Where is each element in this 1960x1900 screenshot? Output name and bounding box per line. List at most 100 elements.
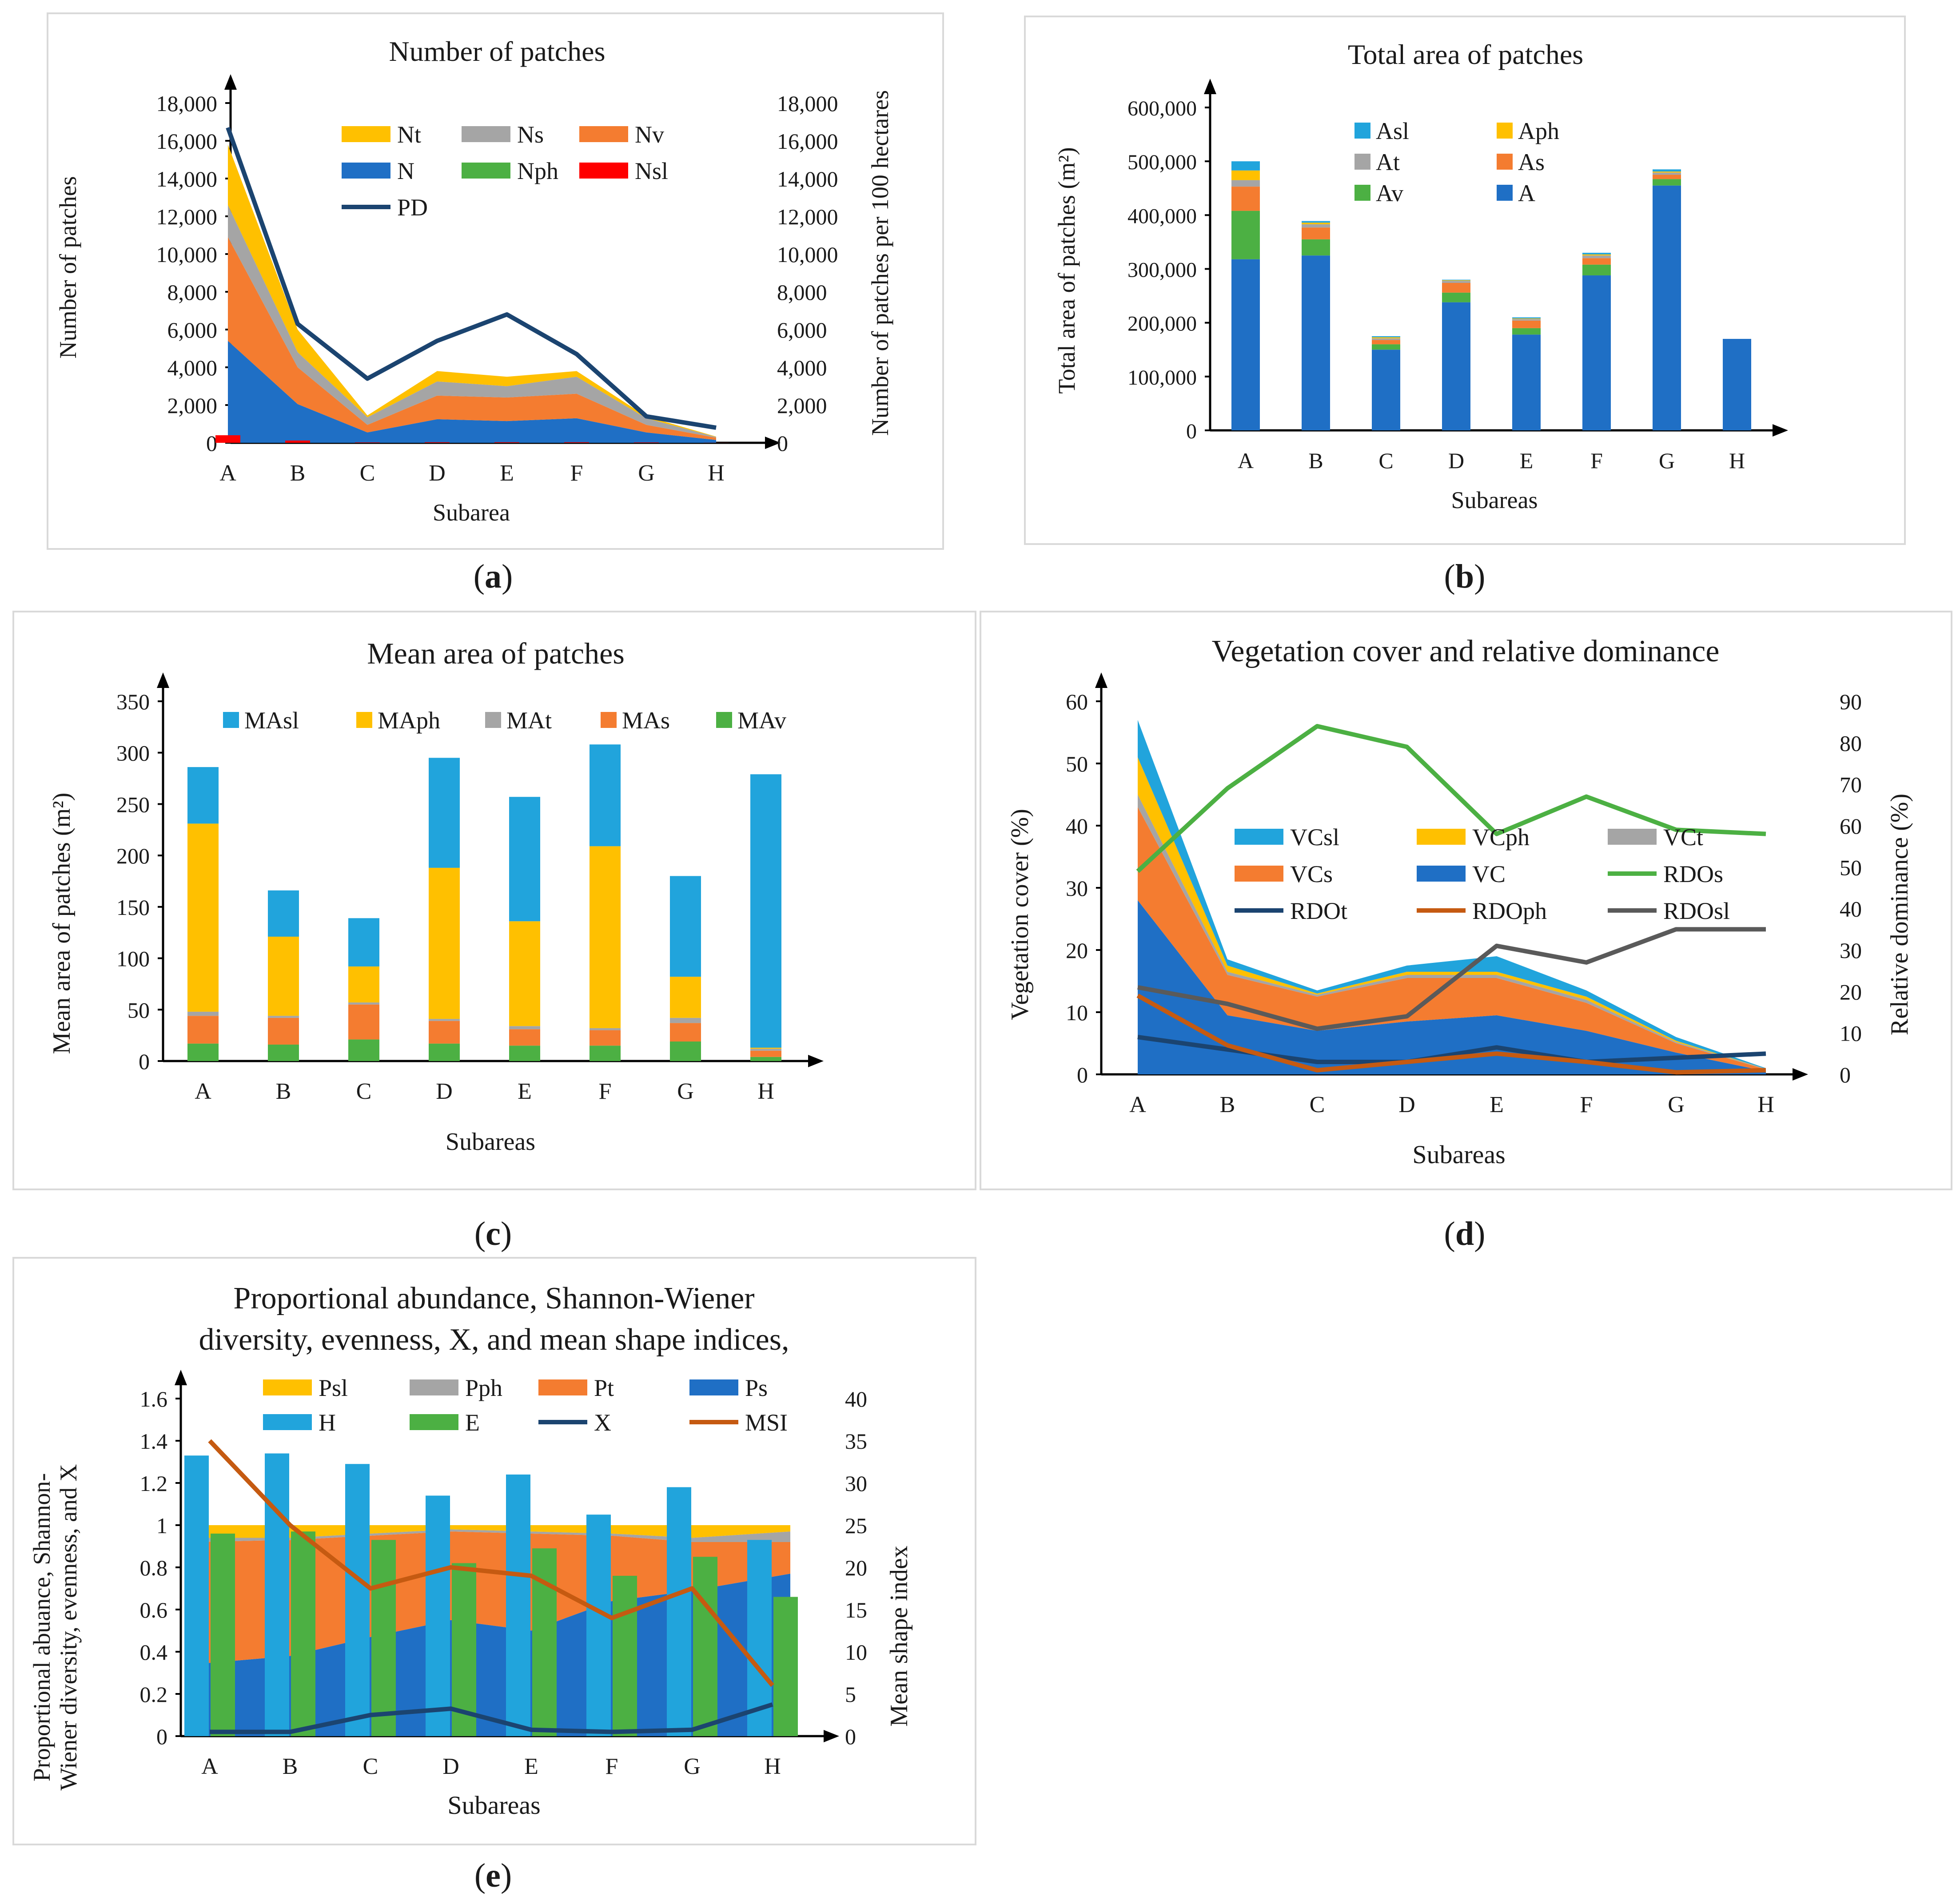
chart-a-legend-label: Nv — [635, 121, 664, 148]
chart-b-plot: 0 100,000 200,000 300,000 400,000 500,000 600,… — [1127, 79, 1788, 473]
chart-e-bar-e — [211, 1534, 235, 1736]
chart-c-bar-masl — [750, 774, 781, 1048]
chart-a-ytick-label: 8,000 — [167, 280, 218, 305]
chart-e-bar-h — [747, 1540, 772, 1736]
chart-a-legend-label: Nsl — [635, 158, 668, 184]
chart-c-bar-mat — [187, 1011, 219, 1016]
chart-c-ytick-label: 50 — [127, 998, 150, 1022]
chart-b-bar-as — [1442, 283, 1470, 293]
chart-a-ytick-label: 14,000 — [156, 167, 218, 191]
chart-d-y2tick-label: 30 — [1840, 938, 1862, 963]
chart-e-area-pph — [192, 1529, 790, 1542]
chart-e: Proportional abundance, Shannon-Wiener d… — [28, 1281, 913, 1820]
chart-c-y-axis-arrow — [157, 672, 169, 688]
chart-b-bar-av — [1302, 239, 1330, 256]
chart-a-area-nt — [228, 144, 716, 437]
chart-d-y2tick-label: 40 — [1840, 897, 1862, 922]
chart-b-ylabel: Total area of patches (m²) — [1053, 147, 1080, 394]
chart-d-xtick-label: D — [1398, 1092, 1415, 1117]
chart-e-bar-e — [613, 1576, 637, 1736]
chart-d-ytick-label: 20 — [1066, 938, 1088, 963]
chart-c-bar-maph — [670, 977, 701, 1018]
chart-e-legend-swatch — [689, 1379, 738, 1395]
chart-d-legend-label: RDOph — [1472, 898, 1547, 924]
chart-a-ytick-label: 0 — [206, 431, 217, 456]
chart-e-area-ps — [192, 1574, 790, 1736]
chart-e-legend-label: MSI — [745, 1409, 788, 1436]
chart-b-bar-av — [1582, 264, 1611, 276]
chart-a-x-axis-arrow — [765, 437, 781, 449]
chart-a-xtick-label: A — [219, 461, 236, 486]
chart-a-bar-nsl — [215, 435, 240, 443]
chart-e-legend-swatch — [263, 1414, 312, 1430]
chart-e-legend-label: H — [319, 1409, 336, 1436]
chart-c-bar-mat — [429, 1019, 460, 1021]
chart-b-xlabel: Subareas — [1451, 487, 1538, 513]
chart-c-ytick-label: 200 — [116, 843, 150, 868]
caption-d: (d) — [1444, 1215, 1486, 1252]
chart-a-y2tick-label: 12,000 — [777, 204, 838, 229]
chart-e-y2tick-label: 10 — [845, 1640, 867, 1665]
chart-e-xtick-label: G — [684, 1754, 701, 1779]
chart-e-legend-label: Psl — [319, 1375, 348, 1401]
chart-b-legend-label: A — [1518, 180, 1535, 207]
chart-a-bar-nsl — [634, 442, 659, 443]
chart-c-xtick-label: A — [195, 1079, 211, 1104]
chart-a-ylabel: Number of patches — [55, 176, 81, 359]
chart-a-bar-nsl — [494, 442, 519, 443]
chart-e-xtick-label: A — [201, 1754, 218, 1779]
chart-e-bar-h — [426, 1495, 450, 1736]
chart-e-plot: 0 0.2 0.4 0.6 0.8 1 1.2 1.4 1.6 0 5 10 15 20 25 30 35 40 A… — [140, 1370, 867, 1779]
chart-c-bar-masl — [670, 876, 701, 977]
chart-b-bar-aph — [1653, 171, 1681, 173]
chart-c-x-axis-arrow — [808, 1055, 824, 1067]
chart-b-legend-swatch — [1354, 123, 1370, 139]
chart-b-legend-label: Aph — [1518, 118, 1559, 144]
chart-d-ytick-label: 60 — [1066, 689, 1088, 714]
chart-a-ytick-label: 6,000 — [167, 318, 218, 342]
chart-b-ytick-label: 100,000 — [1127, 366, 1197, 390]
panel-c: Mean area of patches Mean area of patche… — [12, 611, 976, 1190]
chart-b-bar-a — [1653, 185, 1681, 431]
chart-c-bar-mas — [187, 1016, 219, 1044]
chart-b-xtick-label: B — [1308, 448, 1323, 473]
chart-c-legend-label: MAsl — [244, 707, 299, 734]
chart-a-y2tick-label: 10,000 — [777, 242, 838, 267]
chart-a-area-ns — [228, 205, 716, 438]
chart-e-bar-h — [265, 1453, 289, 1736]
chart-e-legend-label: Pph — [465, 1375, 502, 1401]
chart-c-legend-swatch — [716, 712, 732, 728]
chart-d-line-rdosl — [1137, 927, 1766, 1031]
chart-e-y2tick-label: 40 — [845, 1387, 867, 1411]
chart-c-bar-mav — [187, 1043, 219, 1061]
chart-c-bar-maph — [187, 823, 219, 1012]
chart-b-bar-aph — [1582, 254, 1611, 256]
chart-c-bar-masl — [268, 890, 299, 937]
chart-e-ytick-label: 1.4 — [140, 1429, 168, 1454]
chart-d-legend-label: VCs — [1290, 861, 1333, 887]
chart-d-y2tick-label: 80 — [1840, 731, 1862, 755]
chart-a-y2tick-label: 18,000 — [777, 91, 838, 116]
chart-d-y-axis-arrow — [1095, 672, 1107, 688]
chart-a-xtick-label: H — [708, 461, 725, 486]
chart-d-x-axis-arrow — [1793, 1068, 1808, 1081]
chart-c-bar-mat — [590, 1028, 621, 1030]
chart-c-ytick-label: 250 — [116, 792, 150, 817]
chart-e-legend-label: Pt — [594, 1375, 614, 1401]
chart-c-bar-mav — [268, 1044, 299, 1061]
chart-e-ytick-label: 1.2 — [140, 1471, 168, 1496]
chart-c-bar-mas — [750, 1050, 781, 1057]
chart-c-bar-maph — [268, 936, 299, 1016]
chart-d-legend-swatch — [1235, 866, 1283, 882]
chart-a-line-pd — [226, 127, 717, 430]
chart-b-bar-asl — [1653, 169, 1681, 172]
chart-e-bar-e — [371, 1540, 396, 1736]
chart-b-bar-aph — [1512, 318, 1541, 319]
chart-a-ytick-label: 4,000 — [167, 355, 218, 380]
chart-e-y-axis-arrow — [175, 1370, 187, 1385]
chart-c-legend-label: MAs — [622, 707, 670, 734]
chart-b-bar-a — [1442, 302, 1470, 430]
chart-b-bar-asl — [1302, 221, 1330, 223]
chart-a-legend-label: Ns — [517, 121, 544, 148]
chart-b-ytick-label: 600,000 — [1127, 97, 1197, 120]
